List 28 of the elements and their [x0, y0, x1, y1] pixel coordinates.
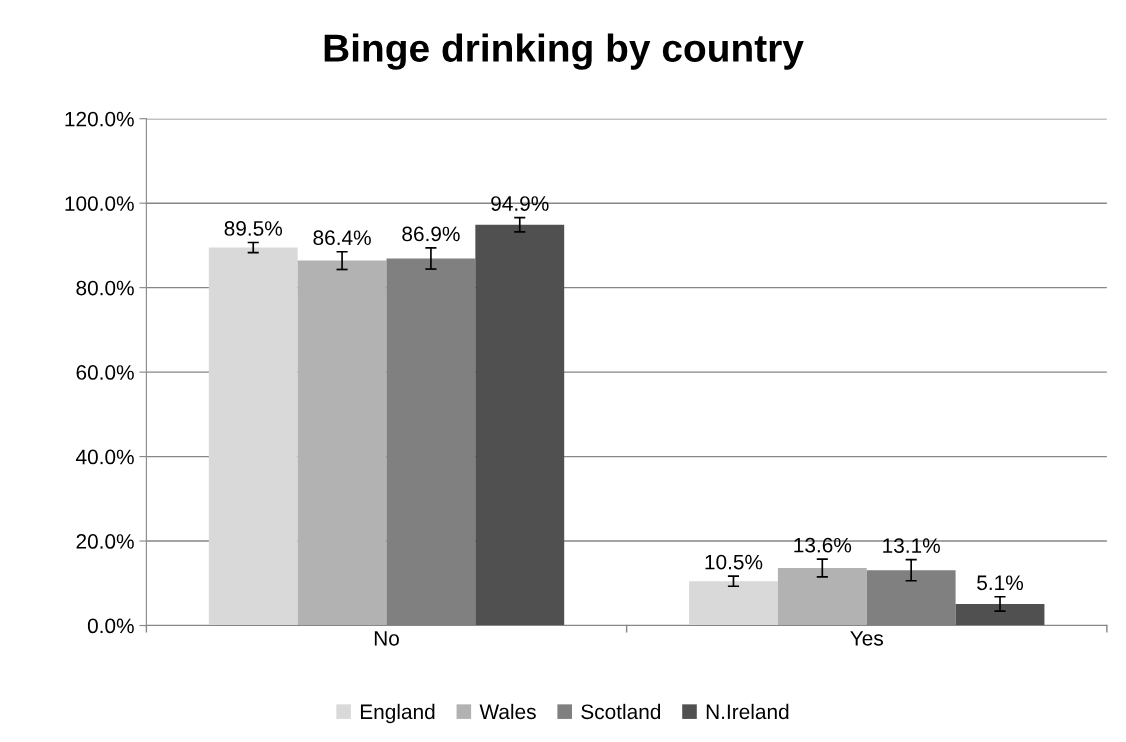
- data-label: 94.9%: [491, 196, 549, 211]
- y-tick-label: 80.0%: [76, 280, 134, 296]
- data-label: 89.5%: [224, 221, 283, 236]
- legend-label: Wales: [479, 703, 536, 720]
- chart-title: Binge drinking by country: [324, 33, 804, 70]
- bar: [475, 224, 565, 626]
- x-tick-label: No: [374, 631, 399, 646]
- y-tick-label: 20.0%: [76, 534, 134, 549]
- y-tick-label: 0.0%: [87, 618, 134, 634]
- legend-label: N.Ireland: [706, 703, 789, 720]
- y-tick-label: 60.0%: [76, 365, 134, 380]
- bar: [955, 603, 1045, 626]
- bar: [297, 260, 387, 626]
- data-label: 10.5%: [705, 554, 763, 570]
- data-label: 5.1%: [977, 575, 1024, 591]
- data-label: 86.9%: [402, 226, 460, 242]
- bar: [777, 568, 867, 626]
- legend-label: England: [360, 703, 435, 724]
- bar: [689, 581, 778, 626]
- y-tick-label: 100.0%: [65, 196, 134, 211]
- y-tick-label: 120.0%: [65, 111, 134, 127]
- data-label: 13.1%: [883, 538, 940, 553]
- y-tick-label: 40.0%: [75, 449, 134, 465]
- data-label: 86.4%: [313, 230, 371, 246]
- legend-label: Scotland: [581, 703, 661, 720]
- x-tick-label: Yes: [850, 631, 883, 646]
- bar: [208, 247, 298, 626]
- data-label: 13.6%: [794, 537, 852, 553]
